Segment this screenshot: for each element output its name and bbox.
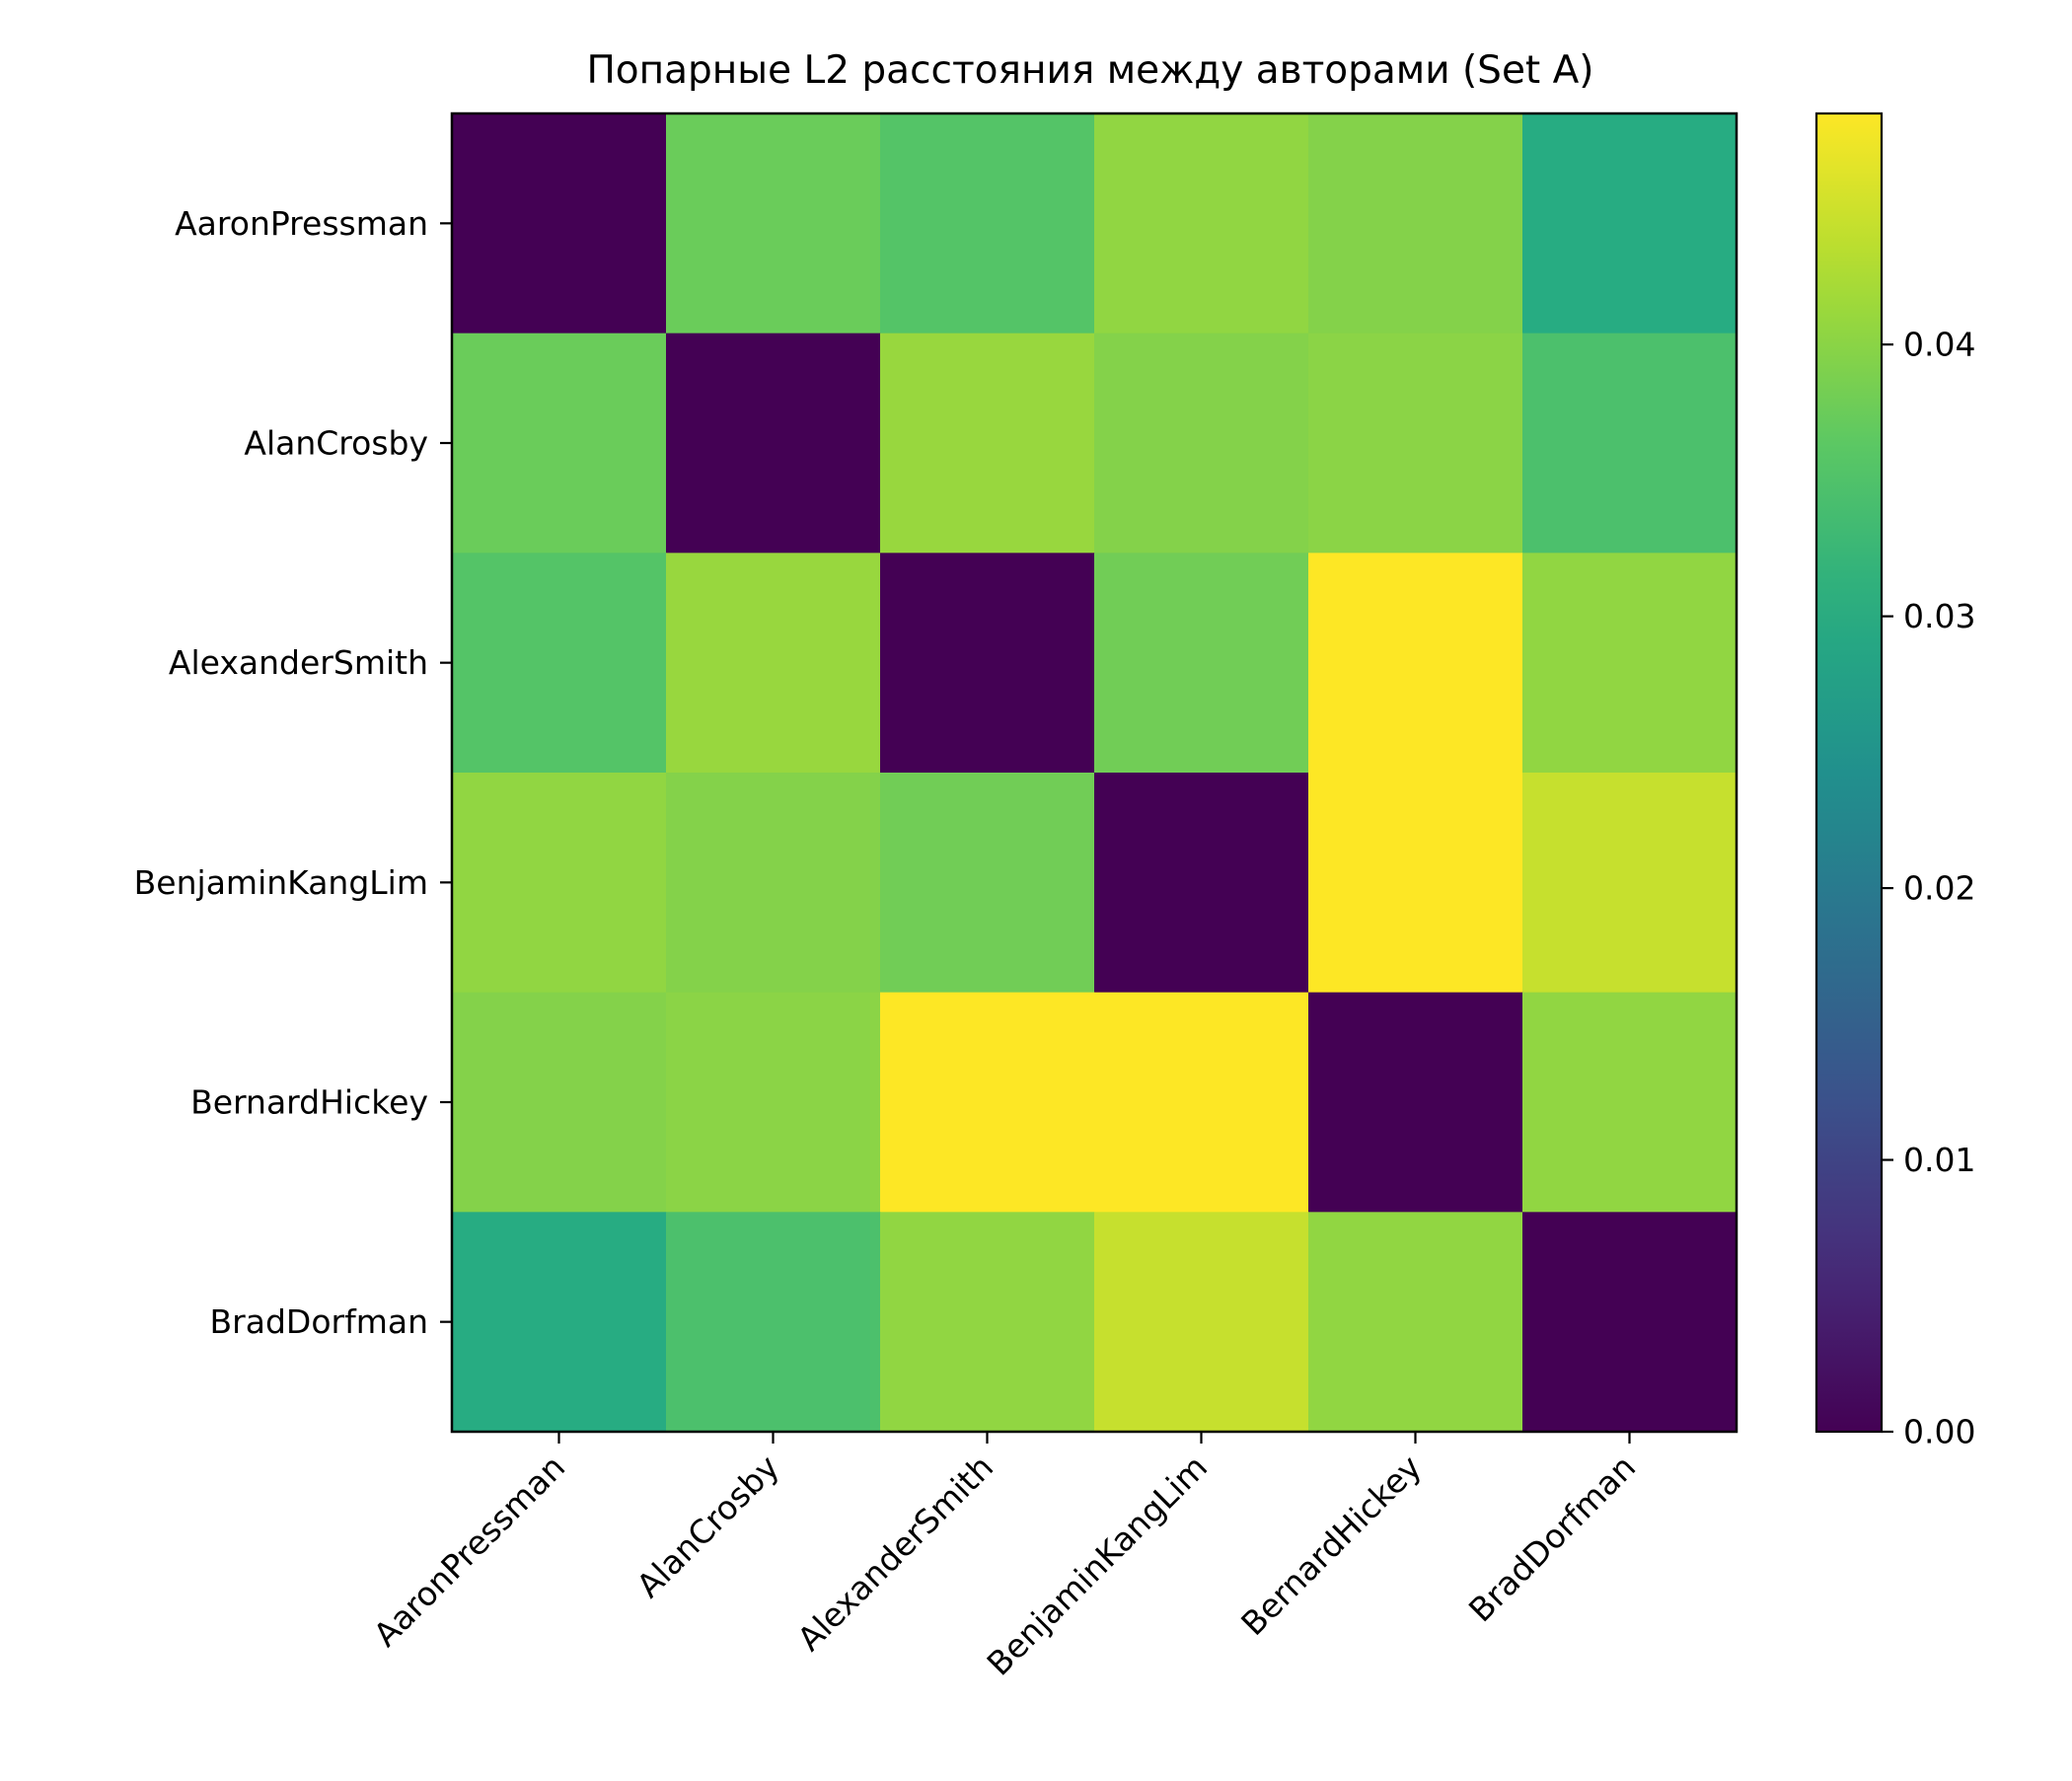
colorbar: 0.00 0.01 0.02 0.03 0.04 xyxy=(1814,111,1975,1451)
heatmap-cell-aaron-pressman-benjamin-kang-lim xyxy=(1094,113,1309,334)
x-tick-label: AlanCrosby xyxy=(629,1447,787,1605)
heatmap-cell-brad-dorfman-alexander-smith xyxy=(880,1212,1095,1433)
heatmap-cell-aaron-pressman-bernard-hickey xyxy=(1308,113,1523,334)
heatmap-cell-aaron-pressman-brad-dorfman xyxy=(1522,113,1738,334)
colorbar-tick-label: 0.01 xyxy=(1903,1141,1975,1179)
x-tick-label: AlexanderSmith xyxy=(790,1447,1001,1659)
colorbar-tick-label: 0.03 xyxy=(1903,597,1975,635)
plot-frame xyxy=(450,111,1739,1434)
heatmap-cell-benjamin-kang-lim-aaron-pressman xyxy=(452,773,667,994)
heatmap-cells xyxy=(452,113,1738,1433)
y-tick-label: AaronPressman xyxy=(175,204,428,243)
heatmap-cell-alan-crosby-alan-crosby xyxy=(666,333,881,554)
heatmap-cell-alan-crosby-bernard-hickey xyxy=(1308,333,1523,554)
heatmap-cell-brad-dorfman-brad-dorfman xyxy=(1522,1212,1738,1433)
heatmap-cell-bernard-hickey-bernard-hickey xyxy=(1308,992,1523,1213)
heatmap-cell-alan-crosby-aaron-pressman xyxy=(452,333,667,554)
heatmap-cell-benjamin-kang-lim-benjamin-kang-lim xyxy=(1094,773,1309,994)
heatmap-cell-benjamin-kang-lim-alan-crosby xyxy=(666,773,881,994)
heatmap-cell-bernard-hickey-alexander-smith xyxy=(880,992,1095,1213)
heatmap-cell-alexander-smith-benjamin-kang-lim xyxy=(1094,553,1309,774)
colorbar-gradient xyxy=(1816,113,1882,1432)
y-tick-label: BenjaminKangLim xyxy=(134,863,428,902)
heatmap-cell-bernard-hickey-alan-crosby xyxy=(666,992,881,1213)
heatmap-cell-bernard-hickey-aaron-pressman xyxy=(452,992,667,1213)
heatmap-cell-benjamin-kang-lim-bernard-hickey xyxy=(1308,773,1523,994)
chart-title: Попарные L2 расстояния между авторами (S… xyxy=(586,48,1593,93)
y-tick-label: AlanCrosby xyxy=(244,424,428,463)
heatmap-cell-bernard-hickey-benjamin-kang-lim xyxy=(1094,992,1309,1213)
heatmap-cell-alan-crosby-brad-dorfman xyxy=(1522,333,1738,554)
colorbar-tick-label: 0.00 xyxy=(1903,1413,1975,1451)
colorbar-tick-label: 0.04 xyxy=(1903,326,1975,364)
heatmap-cell-aaron-pressman-alan-crosby xyxy=(666,113,881,334)
heatmap-cell-alan-crosby-alexander-smith xyxy=(880,333,1095,554)
y-axis: AaronPressman AlanCrosby AlexanderSmith Ben… xyxy=(134,204,452,1341)
x-tick-label: BradDorfman xyxy=(1461,1447,1643,1629)
heatmap-cell-alexander-smith-bernard-hickey xyxy=(1308,553,1523,774)
heatmap-cell-benjamin-kang-lim-brad-dorfman xyxy=(1522,773,1738,994)
colorbar-frame xyxy=(1814,111,1884,1434)
heatmap-cell-aaron-pressman-alexander-smith xyxy=(880,113,1095,334)
x-tick-label: BenjaminKangLim xyxy=(980,1447,1216,1683)
heatmap-cell-brad-dorfman-benjamin-kang-lim xyxy=(1094,1212,1309,1433)
heatmap-cell-alan-crosby-benjamin-kang-lim xyxy=(1094,333,1309,554)
colorbar-tick-label: 0.02 xyxy=(1903,869,1975,908)
y-tick-label: BradDorfman xyxy=(210,1302,428,1341)
heatmap-cell-alexander-smith-alexander-smith xyxy=(880,553,1095,774)
heatmap-cell-bernard-hickey-brad-dorfman xyxy=(1522,992,1738,1213)
heatmap-cell-brad-dorfman-bernard-hickey xyxy=(1308,1212,1523,1433)
x-tick-label: BernardHickey xyxy=(1233,1447,1429,1643)
heatmap-cell-alexander-smith-brad-dorfman xyxy=(1522,553,1738,774)
heatmap-cell-alexander-smith-alan-crosby xyxy=(666,553,881,774)
heatmap-cell-brad-dorfman-alan-crosby xyxy=(666,1212,881,1433)
heatmap-cell-aaron-pressman-aaron-pressman xyxy=(452,113,667,334)
y-tick-label: AlexanderSmith xyxy=(169,643,428,682)
heatmap-cell-alexander-smith-aaron-pressman xyxy=(452,553,667,774)
x-axis: AaronPressman AlanCrosby AlexanderSmithBen… xyxy=(366,1432,1643,1683)
x-tick-label: AaronPressman xyxy=(366,1447,572,1654)
y-tick-label: BernardHickey xyxy=(190,1083,428,1122)
heatmap-cell-benjamin-kang-lim-alexander-smith xyxy=(880,773,1095,994)
heatmap-cell-brad-dorfman-aaron-pressman xyxy=(452,1212,667,1433)
